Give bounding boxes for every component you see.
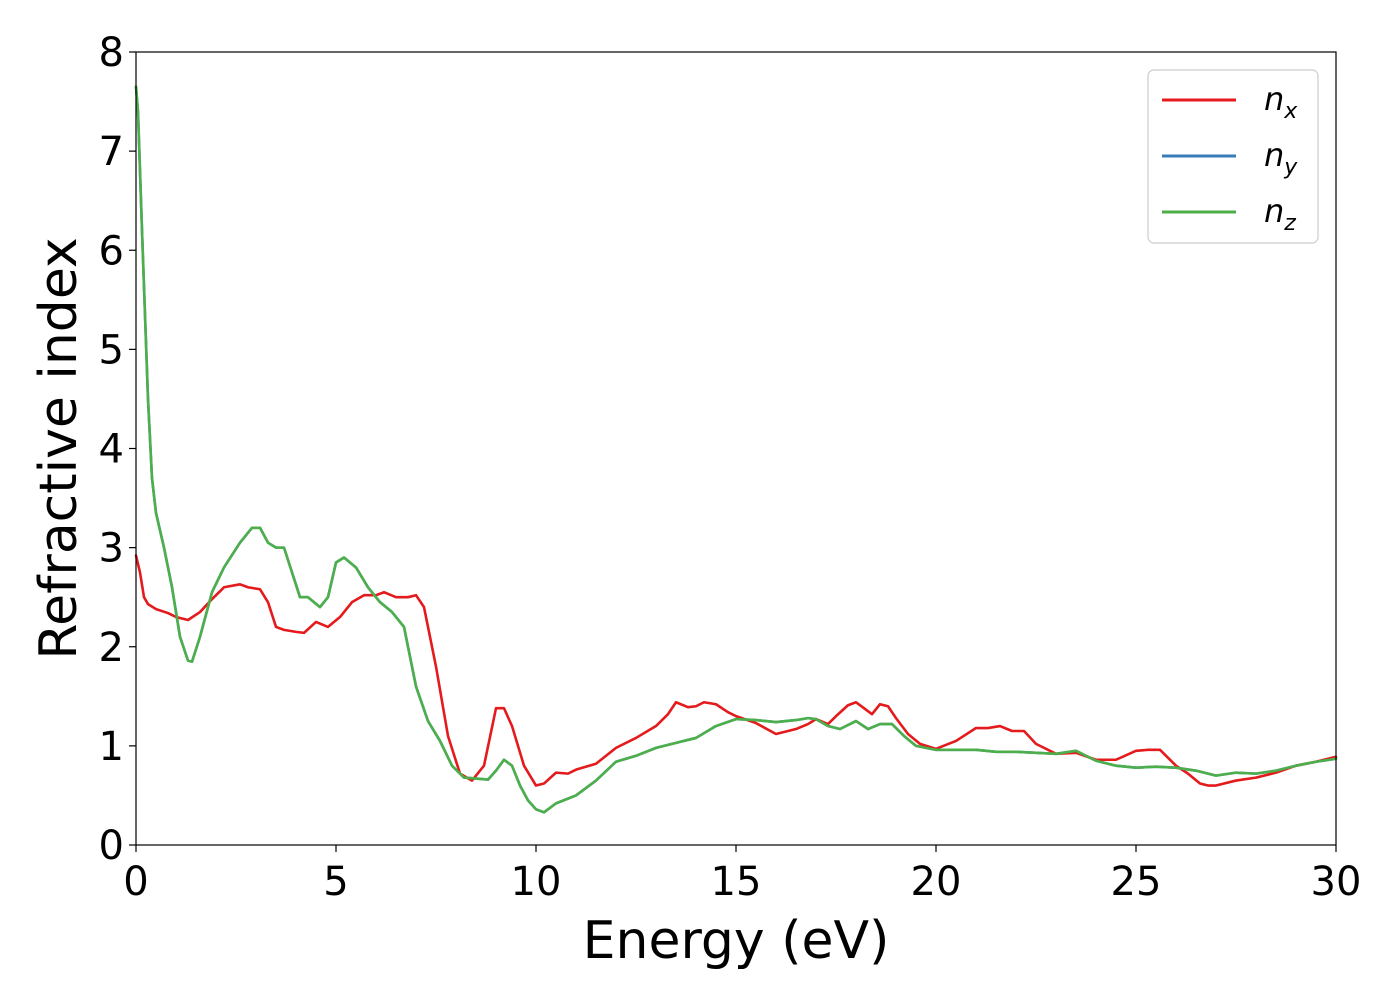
x-tick-label: 5	[323, 859, 348, 905]
x-tick-label: 30	[1311, 859, 1362, 905]
y-tick-label: 8	[99, 30, 124, 76]
x-tick-label: 20	[911, 859, 962, 905]
legend-label-n-y: ny	[1264, 136, 1298, 180]
y-tick-label: 3	[99, 526, 124, 572]
y-tick-label: 4	[99, 427, 124, 473]
x-tick-label: 15	[711, 859, 762, 905]
x-tick-label: 10	[511, 859, 562, 905]
y-tick-label: 0	[99, 823, 124, 869]
ticks-layer: 0 5 10 15 20 25 30 0 1 2 3 4 5 6 7 8	[99, 30, 1362, 905]
x-axis-label: Energy (eV)	[583, 911, 890, 971]
x-tick-label: 25	[1111, 859, 1162, 905]
x-tick-label: 0	[123, 859, 148, 905]
series-line-n-x	[134, 554, 1338, 787]
series-line-n-z	[134, 85, 1338, 814]
y-tick-label: 7	[99, 129, 124, 175]
y-tick-label: 1	[99, 724, 124, 770]
legend: nx ny nz	[1147, 69, 1319, 244]
legend-label-n-x: nx	[1264, 80, 1298, 124]
y-tick-label: 6	[99, 228, 124, 274]
series-layer	[134, 85, 1338, 814]
y-tick-label: 5	[99, 327, 124, 373]
y-axis-label: Refractive index	[29, 237, 89, 659]
y-tick-label: 2	[99, 625, 124, 671]
legend-label-n-z: nz	[1264, 192, 1296, 236]
